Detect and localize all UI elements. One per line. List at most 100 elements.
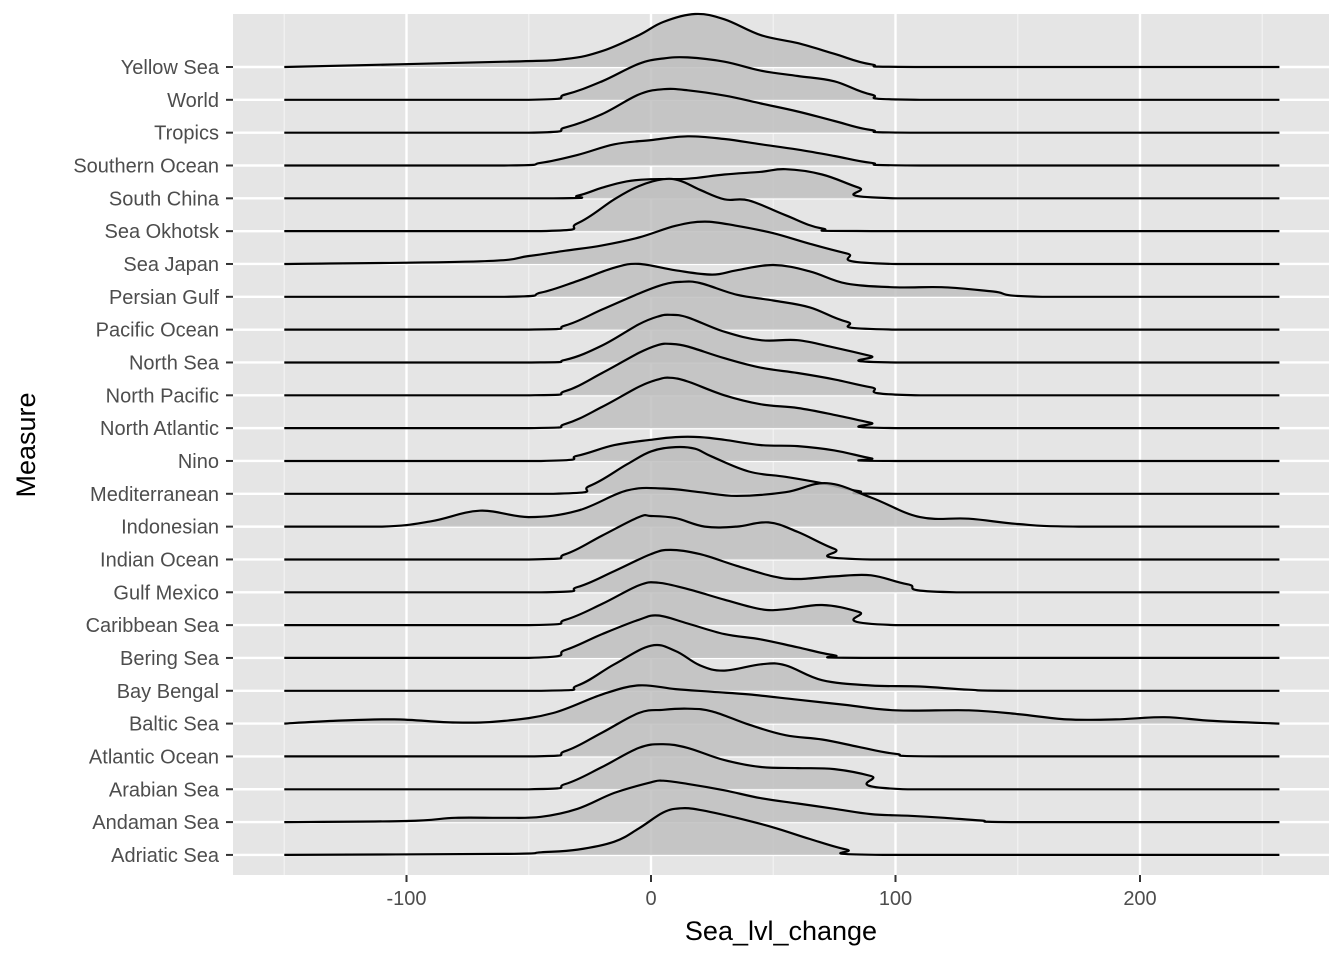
ridge-fill bbox=[284, 436, 1280, 461]
y-tick-label: Sea Okhotsk bbox=[104, 221, 220, 243]
ridge-fill bbox=[284, 263, 1280, 297]
ridge-indian-ocean bbox=[284, 514, 1280, 561]
y-tick-label: Gulf Mexico bbox=[113, 582, 219, 604]
ridge-fill bbox=[284, 483, 1280, 527]
y-tick-label: World bbox=[167, 90, 219, 112]
y-tick-label: Baltic Sea bbox=[129, 714, 220, 736]
ridge-sea-okhotsk bbox=[284, 177, 1280, 233]
ridge-world bbox=[284, 56, 1280, 101]
x-axis-title: Sea_lvl_change bbox=[685, 916, 877, 946]
ridge-adriatic-sea bbox=[284, 807, 1280, 857]
ridge-fill bbox=[284, 708, 1280, 757]
ridge-pacific-ocean bbox=[284, 280, 1280, 331]
ridge-north-pacific bbox=[284, 342, 1280, 397]
ridge-bay-bengal bbox=[284, 643, 1280, 692]
ridge-fill bbox=[284, 780, 1280, 823]
ridge-line bbox=[284, 482, 1280, 528]
ridge-fill bbox=[284, 685, 1280, 724]
ridge-line bbox=[284, 807, 1280, 857]
ridge-fill bbox=[284, 281, 1280, 330]
ridge-line bbox=[284, 743, 1280, 791]
density-ridges bbox=[284, 12, 1280, 857]
ridge-line bbox=[284, 168, 1280, 200]
y-tick-label: North Atlantic bbox=[100, 418, 219, 440]
y-tick-label: Tropics bbox=[154, 123, 219, 145]
ridge-southern-ocean bbox=[284, 135, 1280, 167]
y-tick-label: North Pacific bbox=[106, 385, 219, 407]
ridge-line bbox=[284, 684, 1280, 725]
ridge-line bbox=[284, 707, 1280, 758]
ridge-fill bbox=[284, 515, 1280, 560]
ridge-line bbox=[284, 614, 1280, 660]
y-axis: Yellow Sea World Tropics Southern Ocean Sout… bbox=[73, 57, 233, 867]
x-tick-label: 100 bbox=[879, 888, 912, 910]
ridge-north-sea bbox=[284, 313, 1280, 364]
y-tick-label: Pacific Ocean bbox=[96, 320, 219, 342]
x-tick-label: 0 bbox=[645, 888, 656, 910]
ridge-line bbox=[284, 342, 1280, 397]
ridge-line bbox=[284, 779, 1280, 824]
ridge-line bbox=[284, 643, 1280, 692]
y-tick-label: Yellow Sea bbox=[121, 57, 220, 79]
ridge-line bbox=[284, 376, 1280, 430]
ridge-line bbox=[284, 581, 1280, 627]
ridge-fill bbox=[284, 446, 1280, 494]
ridge-line bbox=[284, 313, 1280, 364]
y-tick-label: Persian Gulf bbox=[109, 287, 219, 309]
ridge-line bbox=[284, 177, 1280, 233]
ridge-south-china bbox=[284, 168, 1280, 200]
y-tick-label: Atlantic Ocean bbox=[89, 746, 219, 768]
ridge-fill bbox=[284, 377, 1280, 429]
ridge-yellow-sea bbox=[284, 12, 1280, 69]
ridge-line bbox=[284, 280, 1280, 331]
y-tick-label: Indonesian bbox=[121, 517, 219, 539]
ridge-line bbox=[284, 135, 1280, 167]
x-tick-label: 200 bbox=[1123, 888, 1156, 910]
ridge-fill bbox=[284, 549, 1280, 593]
ridge-fill bbox=[284, 644, 1280, 691]
ridge-fill bbox=[284, 314, 1280, 363]
ridge-persian-gulf bbox=[284, 262, 1280, 298]
ridge-nino bbox=[284, 435, 1280, 463]
ridge-line bbox=[284, 56, 1280, 101]
ridge-line bbox=[284, 548, 1280, 594]
y-tick-label: Arabian Sea bbox=[109, 779, 220, 801]
ridge-fill bbox=[284, 744, 1280, 790]
ridge-gulf-mexico bbox=[284, 548, 1280, 594]
y-tick-label: Indian Ocean bbox=[100, 549, 219, 571]
ridge-fill bbox=[284, 582, 1280, 626]
y-tick-label: Adriatic Sea bbox=[111, 845, 220, 867]
ridge-fill bbox=[284, 88, 1280, 133]
ridge-fill bbox=[284, 343, 1280, 396]
ridge-arabian-sea bbox=[284, 743, 1280, 791]
ridge-fill bbox=[284, 615, 1280, 658]
y-tick-label: Mediterranean bbox=[90, 484, 219, 506]
y-tick-label: Andaman Sea bbox=[92, 812, 220, 834]
y-tick-label: Bay Bengal bbox=[117, 681, 219, 703]
y-axis-title: Measure bbox=[11, 392, 41, 497]
ridge-fill bbox=[284, 178, 1280, 232]
ridge-line bbox=[284, 514, 1280, 561]
ridge-andaman-sea bbox=[284, 779, 1280, 824]
ridge-fill bbox=[284, 808, 1280, 855]
ridge-fill bbox=[284, 221, 1280, 264]
ridge-line bbox=[284, 435, 1280, 463]
ridge-line bbox=[284, 12, 1280, 69]
ridge-atlantic-ocean bbox=[284, 707, 1280, 758]
ridge-line bbox=[284, 87, 1280, 134]
ridge-baltic-sea bbox=[284, 684, 1280, 725]
y-tick-label: North Sea bbox=[129, 352, 220, 374]
ridge-north-atlantic bbox=[284, 376, 1280, 430]
y-tick-label: South China bbox=[109, 188, 220, 210]
ridge-indonesian bbox=[284, 482, 1280, 528]
y-tick-label: Caribbean Sea bbox=[86, 615, 220, 637]
ridge-tropics bbox=[284, 87, 1280, 134]
x-axis: -100 0 100 200 bbox=[386, 875, 1157, 910]
y-tick-label: Southern Ocean bbox=[73, 155, 219, 177]
ridge-line bbox=[284, 262, 1280, 298]
ridge-line bbox=[284, 220, 1280, 266]
y-tick-label: Sea Japan bbox=[123, 254, 219, 276]
ridge-sea-japan bbox=[284, 220, 1280, 266]
ridge-fill bbox=[284, 136, 1280, 166]
